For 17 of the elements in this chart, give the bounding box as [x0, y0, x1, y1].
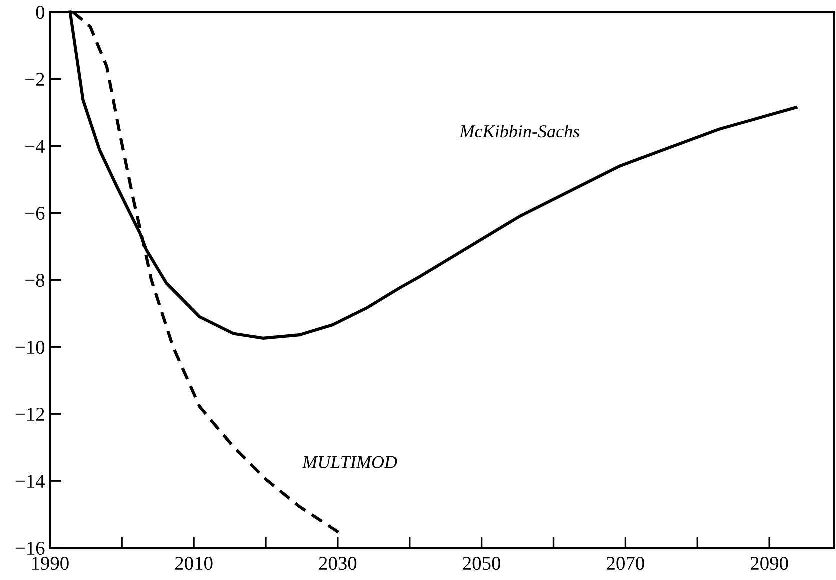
x-tick-label: 2070 [607, 556, 644, 570]
x-tick-label: 1990 [32, 556, 69, 570]
x-tick-label: 2010 [175, 556, 213, 570]
x-tick-label: 2030 [319, 556, 357, 570]
y-tick-label: 0 [36, 6, 45, 20]
series-label: MULTIMOD [302, 456, 398, 468]
x-tick-label: 2050 [463, 556, 501, 570]
y-tick-label: −12 [16, 408, 44, 421]
y-tick-label: −8 [26, 274, 45, 288]
y-tick-label: −14 [16, 475, 45, 488]
text: McKibbin-Sachs [460, 124, 580, 138]
y-tick-label: −10 [16, 340, 45, 354]
y-tick-label: −16 [16, 542, 45, 556]
y-tick-label: −6 [26, 207, 45, 220]
y-tick-label: −4 [26, 140, 45, 153]
x-tick-label: 2090 [750, 556, 788, 570]
y-tick-label: −2 [26, 73, 44, 86]
